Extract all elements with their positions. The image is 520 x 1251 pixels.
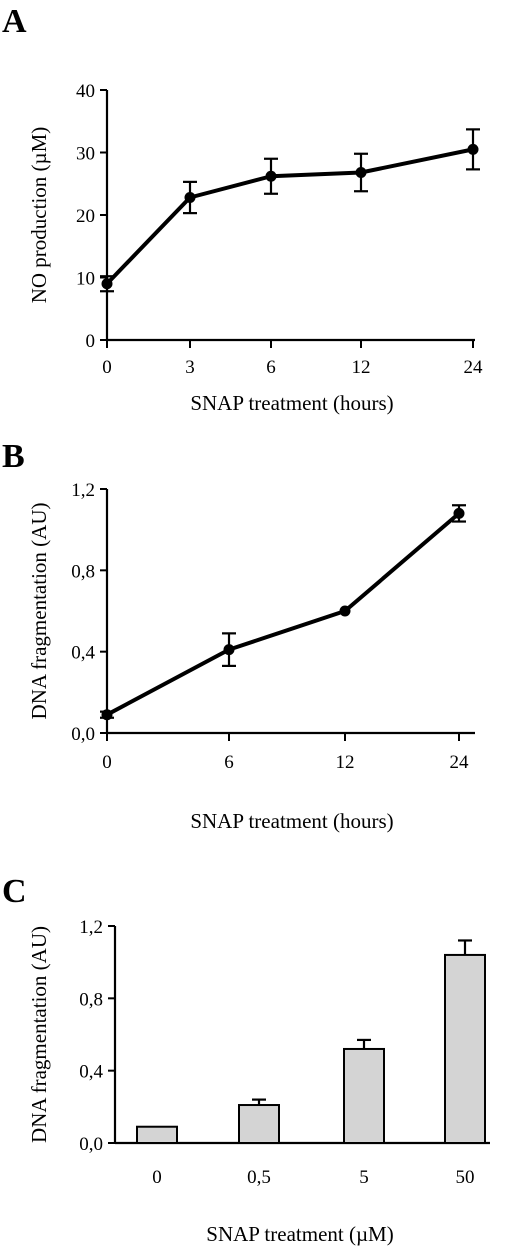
y-tick-label: 0,0 [79,1134,103,1155]
y-tick-label: 1,2 [71,480,95,501]
x-tick-label: 12 [352,357,371,378]
chart-panel-C: C 0,0 0,4 0,8 1,2 0 0,5 5 50 SNAP treatment (µM) D… [2,873,490,1246]
x-tick-label: 24 [450,752,470,773]
series-line [106,511,461,717]
x-axis-title: SNAP treatment (hours) [190,391,393,415]
data-point [101,278,113,290]
data-point [223,644,235,656]
y-tick-label: 0,4 [71,643,95,664]
x-tick-label: 24 [464,357,484,378]
x-tick-label: 0 [152,1167,162,1188]
y-tick-label: 10 [76,269,95,290]
x-tick-label: 0 [102,357,112,378]
y-tick-label: 1,2 [79,917,103,938]
y-axis-title: NO production (µM) [27,127,51,304]
y-tick-label: 30 [76,144,95,165]
y-tick-label: 0,8 [79,989,103,1010]
data-point [101,709,113,721]
y-tick-label: 40 [76,81,95,102]
bar [238,1104,280,1145]
bar [136,1125,178,1144]
series-line [105,147,474,286]
x-tick-label: 6 [266,357,276,378]
data-point [339,605,351,617]
panel-letter: B [2,438,25,475]
x-tick-label: 50 [456,1167,475,1188]
data-point [467,143,479,155]
x-tick-label: 0 [102,752,112,773]
x-tick-label: 5 [359,1167,369,1188]
chart-panel-B: B 0,0 0,4 0,8 1,2 0 6 12 24 SNAP treatment (hours… [2,438,475,833]
y-axis-title: DNA fragmentation (AU) [27,926,51,1143]
data-point [453,507,465,519]
chart-panel-A: A 0 10 20 30 40 0 3 6 12 24 SNAP treatment (hours) N… [2,3,483,415]
y-tick-label: 0,8 [71,561,95,582]
bar [343,1047,385,1145]
x-tick-label: 6 [224,752,234,773]
data-point [355,167,367,178]
y-tick-label: 20 [76,206,95,227]
x-tick-label: 0,5 [247,1167,271,1188]
panel-letter: A [2,3,27,40]
y-tick-label: 0 [86,331,96,352]
x-tick-label: 3 [185,357,195,378]
panel-letter: C [2,873,27,910]
y-axis-title: DNA fragmentation (AU) [27,503,51,720]
y-tick-label: 0,0 [71,724,95,745]
x-axis-title: SNAP treatment (hours) [190,809,393,833]
bar [444,953,486,1145]
x-axis-title: SNAP treatment (µM) [206,1222,393,1246]
y-tick-label: 0,4 [79,1062,103,1083]
data-point [184,192,196,203]
data-point [265,170,277,182]
x-tick-label: 12 [336,752,355,773]
